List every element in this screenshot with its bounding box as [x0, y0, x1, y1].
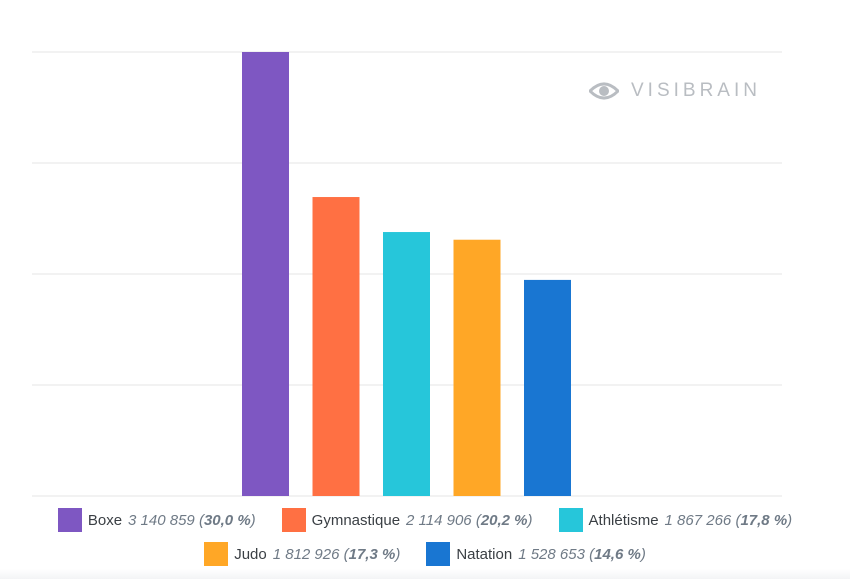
legend-item[interactable]: Athlétisme 1 867 266 (17,8 %) [558, 508, 793, 532]
bar-judo[interactable] [453, 239, 501, 496]
legend-item[interactable]: Judo 1 812 926 (17,3 %) [204, 542, 400, 566]
visibrain-watermark: VISIBRAIN [589, 80, 761, 102]
legend-percent: 14,6 % [594, 545, 641, 563]
legend-percent: 20,2 % [480, 511, 528, 529]
bars [242, 52, 571, 497]
bottom-shade [0, 569, 850, 579]
legend-value: 1 867 266 (17,8 %) [664, 511, 793, 529]
legend-percent: 17,3 % [348, 545, 396, 563]
legend-label: Boxe [87, 511, 123, 529]
bar-athletisme[interactable] [383, 232, 430, 496]
bar-boxe[interactable] [242, 52, 289, 496]
legend-row: Judo 1 812 926 (17,3 %) Natation 1 528 653 … [0, 537, 850, 571]
legend-label: Gymnastique [311, 511, 401, 529]
legend-percent: 17,8 % [740, 511, 788, 529]
legend-value: 1 812 926 (17,3 %) [272, 545, 401, 563]
legend-label: Natation [456, 545, 513, 563]
legend-value: 1 528 653 (14,6 %) [518, 545, 646, 563]
legend-value: 2 114 906 (20,2 %) [406, 511, 533, 529]
legend-swatch [558, 508, 583, 532]
bar-natation[interactable] [524, 279, 571, 496]
legend-label: Athlétisme [588, 511, 659, 529]
watermark-text: VISIBRAIN [631, 80, 761, 101]
legend-label: Judo [234, 545, 267, 563]
legend-item[interactable]: Boxe 3 140 859 (30,0 %) [57, 508, 256, 532]
bar-gymnastique[interactable] [312, 197, 360, 497]
legend: Boxe 3 140 859 (30,0 %) Gymnastique 2 114 9… [0, 503, 850, 571]
legend-row: Boxe 3 140 859 (30,0 %) Gymnastique 2 114 9… [0, 503, 850, 537]
legend-item[interactable]: Natation 1 528 653 (14,6 %) [426, 542, 646, 566]
legend-swatch [57, 508, 82, 532]
legend-value: 3 140 859 (30,0 %) [128, 511, 256, 529]
legend-swatch [204, 542, 229, 566]
legend-swatch [281, 508, 306, 532]
legend-item[interactable]: Gymnastique 2 114 906 (20,2 %) [281, 508, 533, 532]
legend-swatch [426, 542, 451, 566]
eye-icon [589, 82, 619, 100]
legend-percent: 30,0 % [203, 511, 251, 529]
